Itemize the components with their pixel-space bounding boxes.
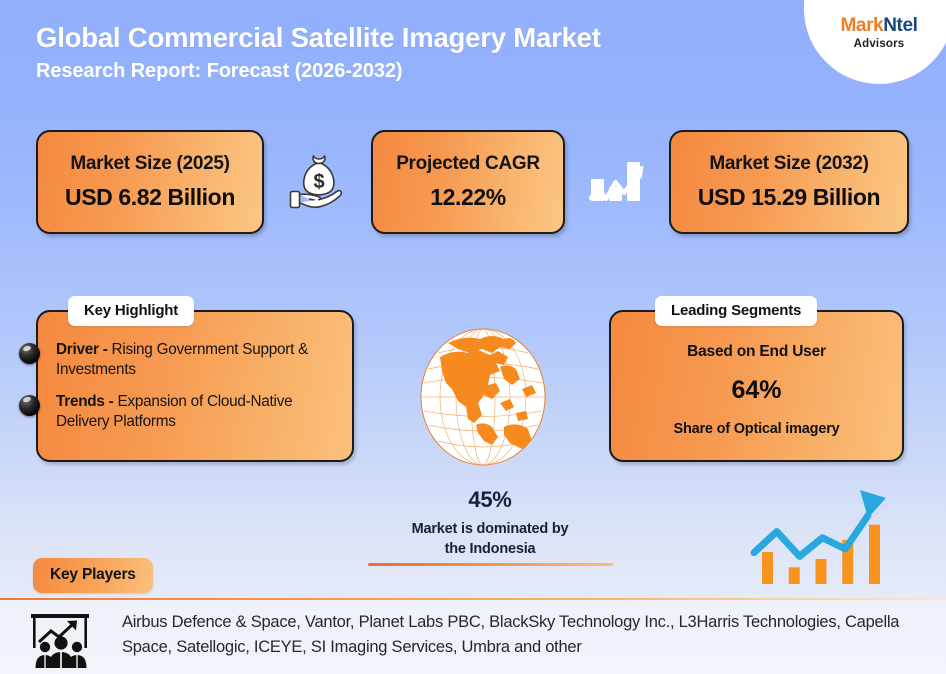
chart-arrow-head <box>860 490 886 518</box>
page-title: Global Commercial Satellite Imagery Mark… <box>36 22 601 53</box>
page-subtitle: Research Report: Forecast (2026-2032) <box>36 60 403 83</box>
segment-description: Share of Optical imagery <box>673 421 840 437</box>
region-stat: 45% Market is dominated by the Indonesia <box>360 487 620 559</box>
growth-chart-graphic <box>748 488 888 584</box>
region-line-2: the Indonesia <box>444 540 536 557</box>
highlight-text: Expansion of Cloud-Native Delivery Platf… <box>56 392 293 430</box>
stat-label: Market Size (2032) <box>709 153 869 174</box>
leading-segments-body: Based on End User 64% Share of Optical i… <box>611 312 902 460</box>
stat-card-market-size-2025: Market Size (2025) USD 6.82 Billion <box>36 130 264 234</box>
highlight-label: Driver - <box>56 341 108 358</box>
logo-wordmark: MarkNtel <box>840 15 917 37</box>
stat-label: Projected CAGR <box>396 153 540 174</box>
stat-value: 12.22% <box>430 184 506 210</box>
bullet-sphere-icon <box>19 394 40 416</box>
key-highlight-list: Driver - Rising Government Support & Inv… <box>19 340 346 444</box>
globe-icon <box>404 327 562 467</box>
svg-text:$: $ <box>313 171 324 193</box>
money-bag-icon: $ <box>283 146 355 218</box>
chart-bar <box>788 567 800 584</box>
highlight-label: Trends - <box>56 392 114 410</box>
stat-value: USD 15.29 Billion <box>697 184 881 210</box>
key-players-list: Airbus Defence & Space, Vantor, Planet L… <box>122 613 900 657</box>
key-highlight-panel: Key Highlight Driver - Rising Government… <box>19 296 354 462</box>
footer-divider <box>0 598 946 600</box>
logo-word-mark: Mark <box>840 15 884 36</box>
stat-card-projected-cagr: Projected CAGR 12.22% <box>371 130 565 234</box>
bullet-sphere-icon <box>19 343 40 364</box>
presentation-people-icon <box>28 612 94 668</box>
segment-basis: Based on End User <box>687 343 826 360</box>
chart-trend-line <box>750 511 872 560</box>
chart-bar <box>815 558 827 584</box>
chart-bars <box>762 524 880 584</box>
segment-value: 64% <box>731 376 782 404</box>
highlight-text: Rising Government Support & Investments <box>56 341 309 378</box>
header: Global Commercial Satellite Imagery Mark… <box>36 22 736 83</box>
leading-segments-panel: Leading Segments Based on End User 64% S… <box>609 296 904 462</box>
logo-tagline: Advisors <box>853 38 905 50</box>
region-description: Market is dominated by the Indonesia <box>360 520 620 559</box>
chart-bar <box>762 552 773 584</box>
stat-cards-row: Market Size (2025) USD 6.82 Billion $ Pr… <box>0 130 946 236</box>
key-players-badge: Key Players <box>33 558 153 593</box>
chart-bar <box>869 524 880 584</box>
growth-arrow-icon <box>583 146 655 218</box>
list-item: Trends - Expansion of Cloud-Native Deliv… <box>19 392 346 432</box>
region-line-1: Market is dominated by <box>411 521 569 537</box>
list-item: Driver - Rising Government Support & Inv… <box>19 340 346 380</box>
stat-label: Market Size (2025) <box>70 153 230 174</box>
logo-word-ntel: Ntel <box>883 15 918 36</box>
stat-card-market-size-2032: Market Size (2032) USD 15.29 Billion <box>669 130 909 234</box>
chart-bar <box>842 539 854 584</box>
leading-segments-tab: Leading Segments <box>655 296 818 326</box>
region-divider <box>368 563 613 566</box>
key-highlight-tab: Key Highlight <box>68 296 195 326</box>
stat-value: USD 6.82 Billion <box>65 184 235 210</box>
key-players-footer: Airbus Defence & Space, Vantor, Planet L… <box>0 600 946 674</box>
region-percent: 45% <box>468 487 512 512</box>
brand-logo: MarkNtel Advisors <box>804 0 946 84</box>
